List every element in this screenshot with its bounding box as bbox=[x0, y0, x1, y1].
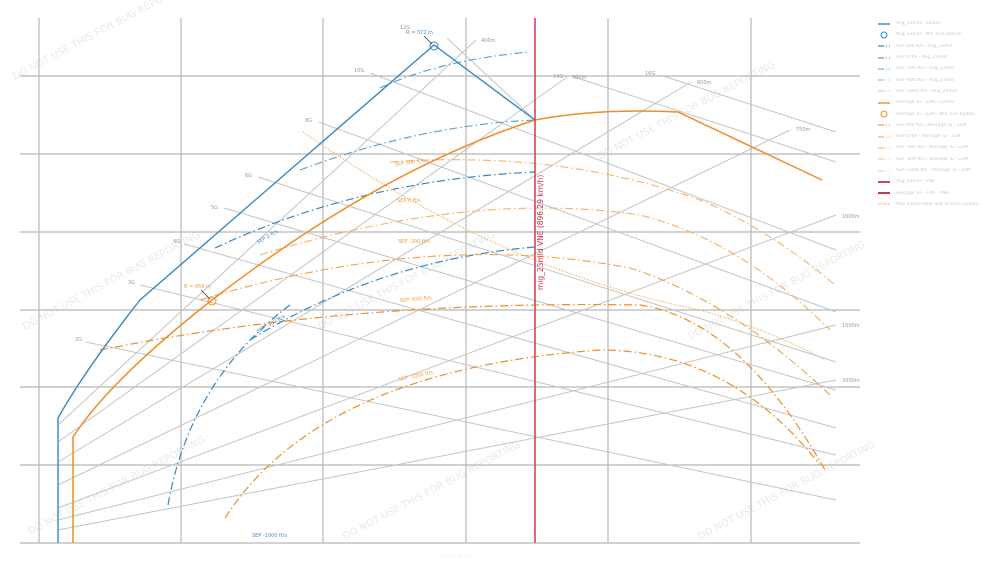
watermark: DO NOT USE THIS FOR BUG REPORTING bbox=[696, 439, 877, 542]
legend-label: SEP 300 ft/s - Average Tu - 22M bbox=[896, 122, 967, 128]
legend-swatch-icon bbox=[878, 178, 890, 186]
sep-label-orange-m1000: SEP -1000 ft/s bbox=[398, 370, 434, 383]
mig23-min-radius-marker bbox=[429, 41, 439, 51]
legend-item[interactable]: SEP 300 ft/s - Average Tu - 22M bbox=[878, 120, 1000, 131]
radius-label-500: 500m bbox=[572, 75, 587, 81]
legend-item[interactable]: mig_23mld - Min Turn Radius bbox=[878, 29, 1000, 40]
radius-label-750: 750m bbox=[796, 127, 811, 133]
gridlines bbox=[20, 18, 860, 544]
legend: mig_23mld - 12000 mig_23mld - Min Turn Ra… bbox=[878, 18, 1000, 210]
legend-swatch-icon bbox=[878, 87, 890, 95]
g-label-2: 2G bbox=[75, 337, 82, 343]
watermarks: DO NOT USE THIS FOR BUG REPORTING DO NOT… bbox=[11, 0, 877, 543]
g-label-16: 16G bbox=[645, 71, 655, 77]
legend-label: Average Tu - 22M - VNE bbox=[896, 190, 949, 196]
legend-item[interactable]: SEP -1000 ft/s - Average Tu - 22M bbox=[878, 165, 1000, 176]
legend-swatch-icon bbox=[878, 31, 890, 39]
legend-label: SEP -600 ft/s - mig_23mld bbox=[896, 77, 955, 83]
radius-label-1000: 1000m bbox=[842, 214, 860, 220]
legend-swatch-icon bbox=[878, 42, 890, 50]
radius-label-2000: 2000m bbox=[842, 378, 860, 384]
legend-label: mig_23mld - VNE bbox=[896, 179, 935, 185]
g-label-5: 5G bbox=[211, 205, 218, 211]
radius-label-400: 400m bbox=[481, 38, 496, 44]
watermark: DO NOT USE THIS FOR BUG REPORTING bbox=[341, 439, 522, 542]
g-label-14: 14G bbox=[553, 74, 563, 80]
legend-item[interactable]: SEP 0 ft/s - Average Tu - 22M bbox=[878, 131, 1000, 142]
legend-label: SEP -1000 ft/s - mig_23mld bbox=[896, 88, 957, 94]
legend-swatch-icon bbox=[878, 76, 890, 84]
legend-item[interactable]: mig_23mld - 12000 bbox=[878, 18, 1000, 29]
g-label-4: 4G bbox=[173, 239, 180, 245]
g-label-8: 8G bbox=[305, 118, 312, 124]
legend-label: SEP -300 ft/s - mig_23mld bbox=[896, 66, 955, 72]
legend-swatch-icon bbox=[878, 167, 890, 175]
legend-label: Average Tu - 22M - 12000 bbox=[896, 100, 954, 106]
tu22m-envelope-line bbox=[72, 110, 823, 543]
legend-item[interactable]: SEP -1000 ft/s - mig_23mld bbox=[878, 86, 1000, 97]
radius-label-1500: 1500m bbox=[842, 323, 860, 329]
legend-label: SEP -300 ft/s - Average Tu - 22M bbox=[896, 145, 969, 151]
sep-label-orange-300: SEP 300 ft/s bbox=[394, 158, 425, 168]
legend-label: mig_23mld - Min Turn Radius bbox=[896, 32, 961, 38]
mig23-envelope-line bbox=[57, 44, 536, 543]
legend-swatch-icon bbox=[878, 54, 890, 62]
legend-item[interactable]: SEP -300 ft/s - Average Tu - 22M bbox=[878, 142, 1000, 153]
legend-label: SEP 0 ft/s - Average Tu - 22M bbox=[896, 134, 961, 140]
legend-label: SEP -600 ft/s - Average Tu - 22M bbox=[896, 156, 969, 162]
legend-swatch-icon bbox=[878, 200, 890, 208]
legend-swatch-icon bbox=[878, 20, 890, 28]
legend-label: Average Tu - 22M - Min Turn Radius bbox=[896, 111, 975, 117]
legend-label: SEP 300 ft/s - mig_23mld bbox=[896, 43, 953, 49]
legend-item[interactable]: Average Tu - 22M - Min Turn Radius bbox=[878, 108, 1000, 119]
g-label-10: 10G bbox=[354, 68, 364, 74]
g-label-6: 6G bbox=[245, 173, 252, 179]
legend-label: SEP 0 ft/s - mig_23mld bbox=[896, 55, 947, 61]
sep-label-orange-m600: SEP -600 ft/s bbox=[400, 295, 433, 304]
sep-label-orange-0: SEP 0 ft/s bbox=[397, 198, 421, 204]
watermark: DO NOT USE THIS FOR BUG REPORTING bbox=[686, 239, 867, 342]
g-label-3: 3G bbox=[128, 280, 135, 286]
legend-swatch-icon bbox=[878, 144, 890, 152]
legend-swatch-icon bbox=[878, 189, 890, 197]
tu22m-min-radius-marker bbox=[207, 296, 217, 306]
max-sustainable-turn-line bbox=[302, 131, 826, 361]
legend-swatch-icon bbox=[878, 110, 890, 118]
min-radius-label-blue: R = 372 m bbox=[406, 30, 433, 36]
orange-sep-curves: SEP 300 ft/s SEP 0 ft/s SEP -300 ft/s SE… bbox=[99, 158, 836, 519]
x-axis-label: Speed (km/h) bbox=[440, 554, 474, 560]
min-radius-label-orange: R = 456 m bbox=[184, 284, 211, 290]
vne-label: mig_23mld VNE (896.29 km/h) bbox=[536, 175, 545, 290]
legend-label: mig_23mld - 12000 bbox=[896, 21, 940, 27]
radius-label-600: 600m bbox=[697, 80, 712, 86]
sep-label-blue-m1000: SEP -1000 ft/s bbox=[252, 533, 287, 539]
legend-label: SEP -1000 ft/s - Average Tu - 22M bbox=[896, 168, 971, 173]
g-label-12: 12G bbox=[400, 25, 410, 31]
legend-item[interactable]: Max sustainable rate of turn (12000) bbox=[878, 199, 1000, 210]
legend-swatch-icon bbox=[878, 133, 890, 141]
min-radius-markers: R = 372 m R = 456 m bbox=[184, 30, 439, 306]
legend-item[interactable]: Average Tu - 22M - 12000 bbox=[878, 97, 1000, 108]
legend-swatch-icon bbox=[878, 99, 890, 107]
legend-item[interactable]: SEP -300 ft/s - mig_23mld bbox=[878, 63, 1000, 74]
sep-label-orange-m300: SEP -300 ft/s bbox=[398, 239, 430, 245]
legend-item[interactable]: SEP 0 ft/s - mig_23mld bbox=[878, 52, 1000, 63]
legend-item[interactable]: SEP -600 ft/s - Average Tu - 22M bbox=[878, 154, 1000, 165]
legend-swatch-icon bbox=[878, 121, 890, 129]
legend-item[interactable]: Average Tu - 22M - VNE bbox=[878, 187, 1000, 198]
legend-swatch-icon bbox=[878, 65, 890, 73]
g-load-lines: 12G 10G 8G 6G 5G 4G 3G 2G 14G 16G bbox=[75, 25, 837, 501]
legend-item[interactable]: SEP -600 ft/s - mig_23mld bbox=[878, 74, 1000, 85]
legend-swatch-icon bbox=[878, 155, 890, 163]
legend-item[interactable]: SEP 300 ft/s - mig_23mld bbox=[878, 41, 1000, 52]
legend-label: Max sustainable rate of turn (12000) bbox=[896, 201, 979, 207]
legend-item[interactable]: mig_23mld - VNE bbox=[878, 176, 1000, 187]
